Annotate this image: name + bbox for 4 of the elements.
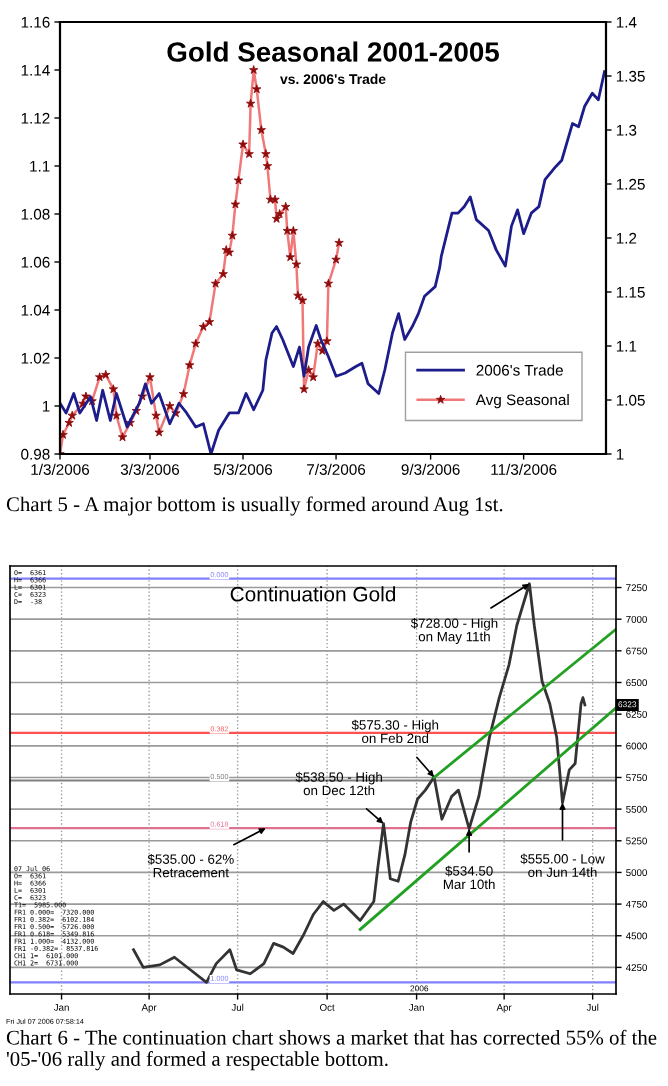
caption: Chart 5 - A major bottom is usually formed around Aug 1st. [6,496,503,516]
text: Continuation Gold [230,586,396,602]
text: Gold Seasonal 2001-2005 [167,41,499,62]
caption: Chart 6 - The continuation chart shows a market that has corrected 55% of the '05-'06 rally and formed a respectable bottom. [6,1029,657,1071]
